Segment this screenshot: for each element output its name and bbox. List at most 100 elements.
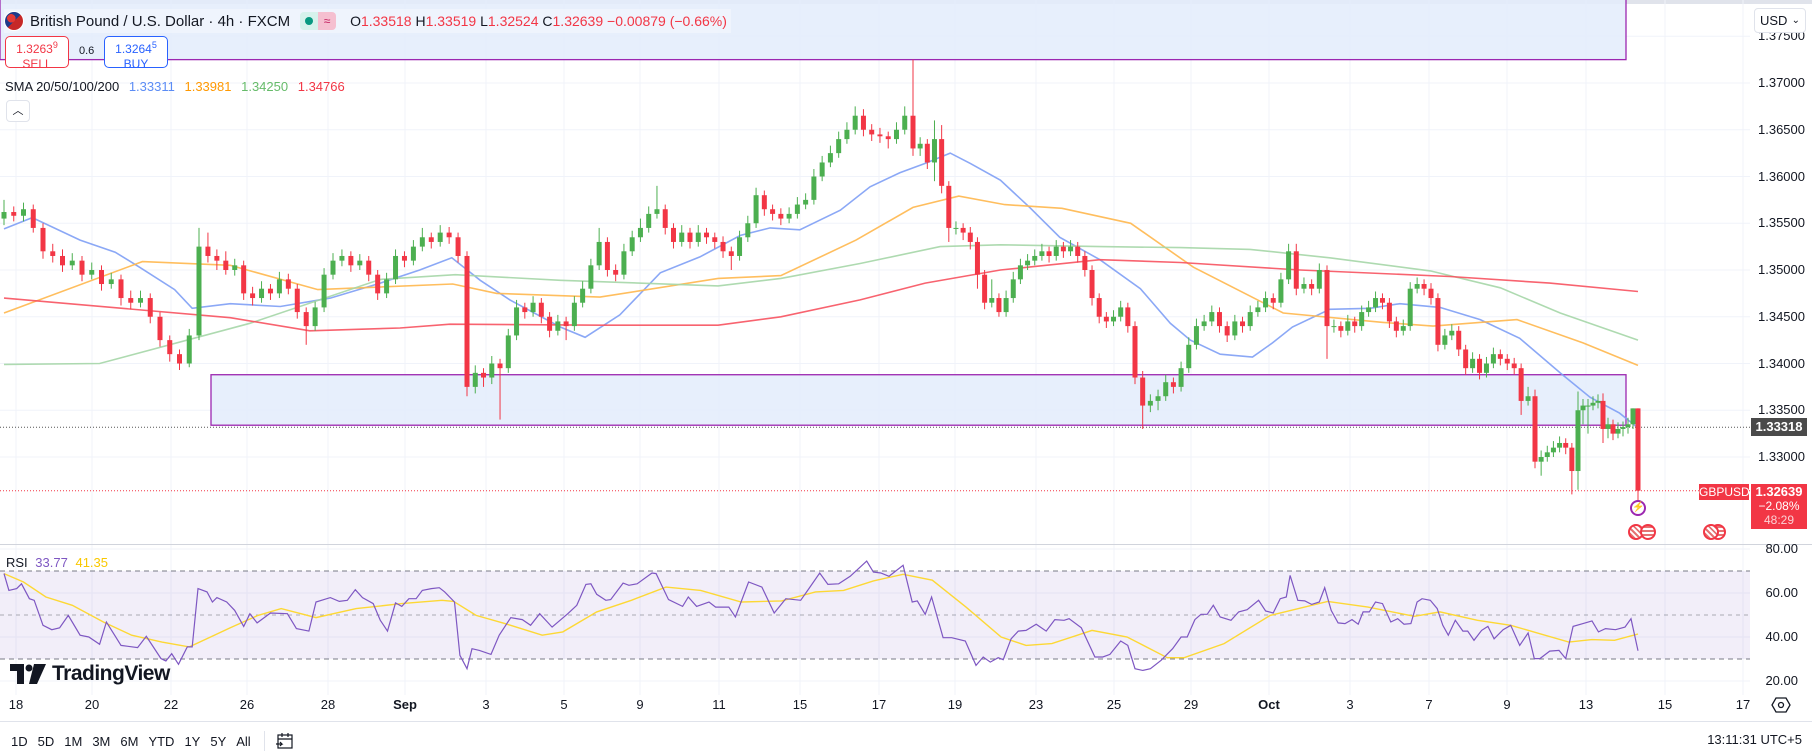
candle — [1186, 337, 1192, 373]
candle — [1301, 277, 1307, 294]
candle — [267, 284, 273, 300]
price-tick-label: 1.37000 — [1758, 75, 1805, 90]
candle — [662, 204, 668, 235]
candle — [811, 169, 817, 205]
candle — [1563, 438, 1569, 455]
buy-price: 1.3264 — [115, 42, 152, 56]
candle-body — [1316, 270, 1322, 289]
candle-body — [1293, 251, 1299, 289]
chevron-up-icon: ︿ — [12, 105, 24, 117]
sma-legend[interactable]: SMA 20/50/100/200 1.33311 1.33981 1.3425… — [5, 79, 351, 94]
last-price: 1.32639 — [1755, 484, 1803, 499]
candle — [1580, 399, 1586, 425]
candle-body — [563, 321, 569, 327]
candle — [60, 249, 65, 272]
candle — [428, 232, 434, 249]
candle-body — [836, 139, 842, 154]
candle-body — [157, 316, 163, 341]
collapse-legend-button[interactable]: ︿ — [6, 100, 30, 122]
candle — [1125, 302, 1131, 333]
candle — [803, 193, 809, 210]
range-5d[interactable]: 5D — [37, 733, 55, 749]
high-value: 1.33519 — [425, 13, 477, 29]
candle-body — [1463, 349, 1469, 369]
candle — [1170, 377, 1176, 394]
candle — [704, 227, 710, 244]
clock-timezone[interactable]: 13:11:31 UTC+5 — [1707, 732, 1802, 747]
candle-body — [1504, 358, 1510, 364]
candle — [223, 251, 229, 275]
candle-body — [464, 255, 470, 387]
candle-body — [321, 274, 327, 308]
candle — [1595, 394, 1601, 409]
market-open-dot-icon[interactable] — [300, 12, 319, 30]
candle — [679, 225, 685, 247]
sma50-value: 1.33981 — [184, 79, 232, 94]
candle — [89, 262, 95, 280]
range-5y[interactable]: 5Y — [210, 733, 227, 749]
rsi-legend[interactable]: RSI 33.77 41.35 — [6, 555, 112, 570]
candle — [1490, 347, 1496, 369]
buy-button[interactable]: 1.32645 BUY — [104, 36, 168, 71]
close-label: C — [542, 13, 553, 29]
sma50-line — [3, 195, 1639, 367]
candle-body — [704, 232, 710, 238]
candle — [1140, 370, 1146, 429]
horizontal-line-price-label: 1.33318 — [1751, 418, 1807, 436]
candle — [1147, 394, 1153, 413]
candle-body — [996, 298, 1002, 313]
candle — [489, 356, 495, 385]
pane-separator[interactable] — [0, 544, 1812, 545]
candle-body — [1039, 251, 1045, 256]
candle — [1435, 293, 1441, 352]
candle-body — [1025, 260, 1031, 266]
candle-body — [1393, 321, 1399, 331]
candle-body — [860, 115, 866, 130]
range-1y[interactable]: 1Y — [184, 733, 201, 749]
candle-body — [637, 227, 643, 238]
candle-body — [613, 270, 619, 275]
candle-body — [21, 209, 26, 216]
range-1m[interactable]: 1M — [64, 733, 83, 749]
tradingview-logo[interactable]: TradingView — [10, 662, 170, 686]
candle — [147, 293, 153, 324]
candle-body — [1075, 246, 1081, 256]
candle — [205, 232, 211, 263]
candle-body — [497, 363, 503, 369]
candle — [1518, 363, 1524, 415]
currency-select[interactable]: USD ⌄ — [1754, 8, 1806, 33]
candle-body — [1082, 255, 1088, 270]
delayed-data-approx-icon[interactable]: ≈ — [318, 12, 337, 30]
price-tick-label: 1.34500 — [1758, 308, 1805, 324]
candle-body — [1610, 424, 1616, 434]
candle — [885, 131, 891, 149]
range-ytd[interactable]: YTD — [148, 733, 175, 749]
candle-body — [989, 298, 995, 303]
candle-body — [60, 255, 65, 266]
candle — [580, 281, 586, 308]
candle-body — [232, 265, 238, 270]
candle-body — [1511, 363, 1517, 369]
lightning-event-icon[interactable]: ⚡ — [1630, 500, 1646, 516]
symbol-title[interactable]: British Pound / U.S. Dollar · 4h · FXCM — [30, 12, 291, 30]
rsi-pane[interactable] — [0, 545, 1750, 695]
candle-body — [69, 260, 75, 266]
chart-settings-icon[interactable] — [1771, 696, 1791, 714]
candle-body — [339, 255, 345, 261]
range-6m[interactable]: 6M — [120, 733, 139, 749]
candle — [1224, 321, 1230, 342]
range-3m[interactable]: 3M — [92, 733, 111, 749]
uk-flag-event-icon-3[interactable] — [1703, 524, 1719, 540]
us-flag-event-icon[interactable] — [1640, 524, 1656, 540]
candle-body — [505, 335, 511, 369]
sma20-value: 1.33311 — [128, 79, 175, 94]
change-value: −0.00879 (−0.66%) — [607, 13, 727, 29]
sell-button[interactable]: 1.32639 SELL — [5, 36, 69, 71]
candle-body — [1590, 402, 1596, 406]
range-1d[interactable]: 1D — [11, 733, 28, 749]
rsi-tick-label: 60.00 — [1765, 585, 1798, 600]
go-to-date-calendar-icon[interactable] — [275, 732, 295, 750]
range-all[interactable]: All — [236, 733, 251, 749]
sma100-value: 1.34250 — [241, 79, 289, 94]
candle — [1635, 408, 1641, 502]
